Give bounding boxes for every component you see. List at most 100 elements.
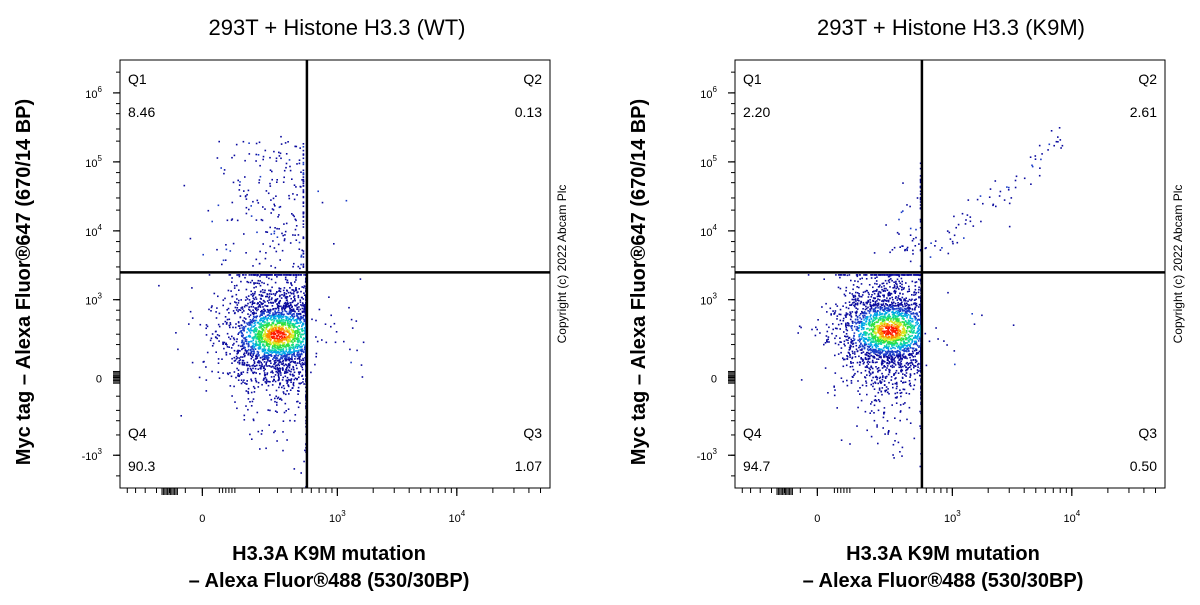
data-point — [864, 331, 866, 333]
data-point — [262, 206, 264, 208]
data-point — [275, 324, 277, 326]
data-point — [869, 412, 871, 414]
data-point — [219, 335, 221, 337]
data-point — [315, 356, 317, 358]
data-point — [234, 287, 236, 289]
data-point — [904, 305, 906, 307]
data-point — [247, 324, 249, 326]
data-point — [251, 358, 253, 360]
data-point — [275, 267, 277, 269]
data-point — [890, 366, 892, 368]
data-point — [884, 324, 886, 326]
data-point — [900, 332, 902, 334]
data-point — [870, 332, 872, 334]
data-point — [303, 189, 305, 191]
data-point — [277, 236, 279, 238]
data-point — [210, 310, 212, 312]
data-point — [254, 388, 256, 390]
data-point — [265, 317, 267, 319]
data-point — [248, 322, 250, 324]
data-point — [917, 322, 919, 324]
data-point — [267, 372, 269, 374]
data-point — [277, 339, 279, 341]
data-point — [256, 316, 258, 318]
data-point — [915, 338, 917, 340]
data-point — [296, 379, 298, 381]
data-point — [825, 367, 827, 369]
data-point — [231, 376, 233, 378]
data-point — [257, 282, 259, 284]
data-point — [249, 366, 251, 368]
data-point — [282, 349, 284, 351]
data-point — [863, 292, 865, 294]
data-point — [284, 412, 286, 414]
data-point — [351, 319, 353, 321]
data-point — [292, 344, 294, 346]
data-point — [303, 179, 305, 181]
data-point — [911, 361, 913, 363]
data-point — [890, 348, 892, 350]
data-point — [301, 360, 303, 362]
data-point — [286, 364, 288, 366]
data-point — [290, 362, 292, 364]
data-point — [281, 399, 283, 401]
data-point — [888, 432, 890, 434]
data-point — [217, 157, 219, 159]
data-point — [899, 282, 901, 284]
data-point — [880, 357, 882, 359]
data-point — [911, 304, 913, 306]
data-point — [231, 219, 233, 221]
data-point — [222, 323, 224, 325]
data-point — [263, 317, 265, 319]
data-point — [269, 312, 271, 314]
data-point — [223, 299, 225, 301]
data-point — [285, 231, 287, 233]
data-point — [883, 417, 885, 419]
data-point — [233, 182, 235, 184]
data-point — [236, 298, 238, 300]
data-point — [298, 407, 300, 409]
data-point — [303, 363, 305, 365]
data-point — [271, 233, 273, 235]
data-point — [343, 341, 345, 343]
data-point — [876, 290, 878, 292]
data-point — [253, 419, 255, 421]
data-point — [871, 277, 873, 279]
data-point — [300, 363, 302, 365]
data-point — [298, 274, 300, 276]
data-point — [275, 352, 277, 354]
data-point — [245, 252, 247, 254]
data-point — [260, 285, 262, 287]
data-point — [284, 303, 286, 305]
data-point — [872, 356, 874, 358]
data-point — [237, 307, 239, 309]
data-point — [266, 383, 268, 385]
data-point — [258, 362, 260, 364]
data-point — [282, 346, 284, 348]
data-point — [278, 152, 280, 154]
data-point — [259, 251, 261, 253]
data-point — [913, 294, 915, 296]
data-point — [250, 332, 252, 334]
data-point — [268, 353, 270, 355]
data-point — [278, 317, 280, 319]
data-point — [295, 414, 297, 416]
data-point — [858, 287, 860, 289]
data-point — [296, 319, 298, 321]
data-point — [883, 353, 885, 355]
data-point — [297, 393, 299, 395]
data-point — [842, 381, 844, 383]
data-point — [887, 433, 889, 435]
data-point — [199, 377, 201, 379]
data-point — [303, 216, 305, 218]
data-point — [270, 309, 272, 311]
data-point — [256, 329, 258, 331]
data-point — [251, 405, 253, 407]
data-point — [821, 306, 823, 308]
data-point — [867, 307, 869, 309]
data-point — [301, 354, 303, 356]
data-point — [915, 285, 917, 287]
data-point — [300, 171, 302, 173]
data-point — [263, 347, 265, 349]
